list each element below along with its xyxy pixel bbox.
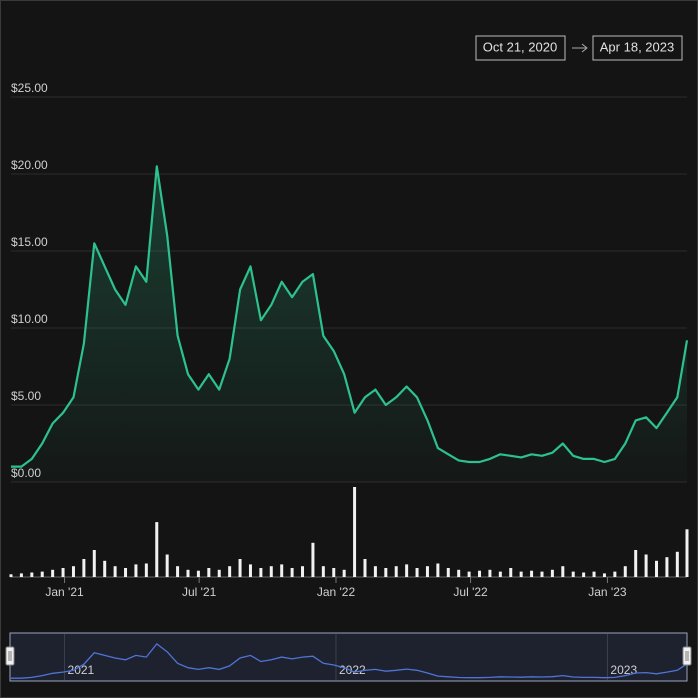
price-line — [11, 165, 689, 468]
volume-bar — [51, 569, 55, 577]
volume-bar — [9, 574, 13, 577]
volume-bar — [311, 542, 315, 577]
x-tick-label: Jul '22 — [453, 585, 488, 599]
price-area — [11, 166, 687, 483]
volume-bar — [685, 529, 689, 577]
volume-bar — [488, 569, 492, 577]
volume-bar — [176, 566, 180, 577]
volume-bar — [530, 570, 534, 577]
volume-bar — [655, 560, 659, 577]
volume-bar — [134, 564, 138, 577]
volume-bar — [301, 566, 305, 577]
volume-bar — [61, 568, 65, 577]
volume-bar — [165, 554, 169, 577]
navigator-line — [11, 642, 688, 679]
volume-bar — [207, 568, 211, 577]
y-tick-label: $15.00 — [11, 235, 48, 249]
volume-bar — [217, 569, 221, 577]
volume-bar — [103, 560, 107, 577]
volume-bar — [478, 570, 482, 577]
x-tick-label: Jul '21 — [182, 585, 217, 599]
navigator-tick-label: 2022 — [339, 663, 366, 677]
volume-bar — [467, 571, 471, 577]
volume-bar — [665, 557, 669, 577]
navigator-handle[interactable] — [5, 646, 15, 666]
y-tick-label: $10.00 — [11, 312, 48, 326]
y-tick-label: $25.00 — [11, 81, 48, 95]
volume-bar — [384, 568, 388, 577]
volume-bar — [155, 522, 159, 577]
volume-bar — [113, 566, 117, 577]
volume-bar — [446, 568, 450, 577]
navigator-tick-label: 2021 — [68, 663, 95, 677]
x-tick-label: Jan '23 — [588, 585, 627, 599]
date-range: Oct 21, 2020 Apr 18, 2023 — [475, 35, 683, 61]
volume-bar — [40, 571, 44, 577]
volume-bar — [228, 566, 232, 577]
volume-bar — [394, 566, 398, 577]
navigator-handle[interactable] — [682, 646, 692, 666]
volume-bar — [363, 559, 367, 577]
volume-bar — [571, 571, 575, 577]
volume-bar — [509, 568, 513, 577]
volume-bar — [540, 571, 544, 577]
volume-bar — [280, 564, 284, 577]
volume-bar — [92, 550, 96, 577]
volume-bar — [124, 568, 128, 577]
volume-bar — [342, 569, 346, 577]
volume-bar — [259, 568, 263, 577]
volume-bar — [561, 566, 565, 577]
volume-bar — [675, 551, 679, 577]
volume-bar — [332, 568, 336, 577]
volume-bar — [238, 559, 242, 577]
volume-bar — [425, 566, 429, 577]
volume-bar — [634, 550, 638, 577]
volume-bar — [373, 566, 377, 577]
volume-bar — [623, 566, 627, 577]
volume-bar — [550, 569, 554, 577]
volume-bar — [248, 564, 252, 577]
volume-bar — [613, 571, 617, 577]
y-tick-label: $5.00 — [11, 389, 41, 403]
volume-bar — [519, 571, 523, 577]
y-tick-label: $20.00 — [11, 158, 48, 172]
volume-bar — [30, 572, 34, 577]
volume-bar — [582, 572, 586, 577]
volume-bar — [186, 569, 190, 577]
navigator-tick-label: 2023 — [610, 663, 637, 677]
volume-bar — [71, 566, 75, 577]
range-start[interactable]: Oct 21, 2020 — [483, 39, 557, 54]
volume-bar — [19, 573, 23, 577]
range-end-box[interactable] — [592, 35, 683, 61]
volume-bar — [321, 566, 325, 577]
volume-bar — [82, 559, 86, 577]
volume-bar — [196, 570, 200, 577]
volume-bar — [415, 568, 419, 577]
volume-bar — [144, 563, 148, 577]
x-tick-label: Jan '21 — [45, 585, 84, 599]
volume-bar — [353, 487, 357, 577]
navigator[interactable] — [9, 632, 688, 682]
volume-bar — [269, 566, 273, 577]
volume-bar — [602, 573, 606, 577]
volume-bar — [405, 564, 409, 577]
volume-bar — [436, 563, 440, 577]
volume-bar — [644, 554, 648, 577]
volume-bar — [498, 571, 502, 577]
range-end[interactable]: Apr 18, 2023 — [600, 39, 674, 54]
volume-bar — [592, 571, 596, 577]
volume-bar — [290, 568, 294, 577]
volume-bar — [457, 569, 461, 577]
x-tick-label: Jan '22 — [317, 585, 356, 599]
range-start-box[interactable] — [475, 35, 566, 61]
range-arrow-head — [581, 43, 588, 53]
